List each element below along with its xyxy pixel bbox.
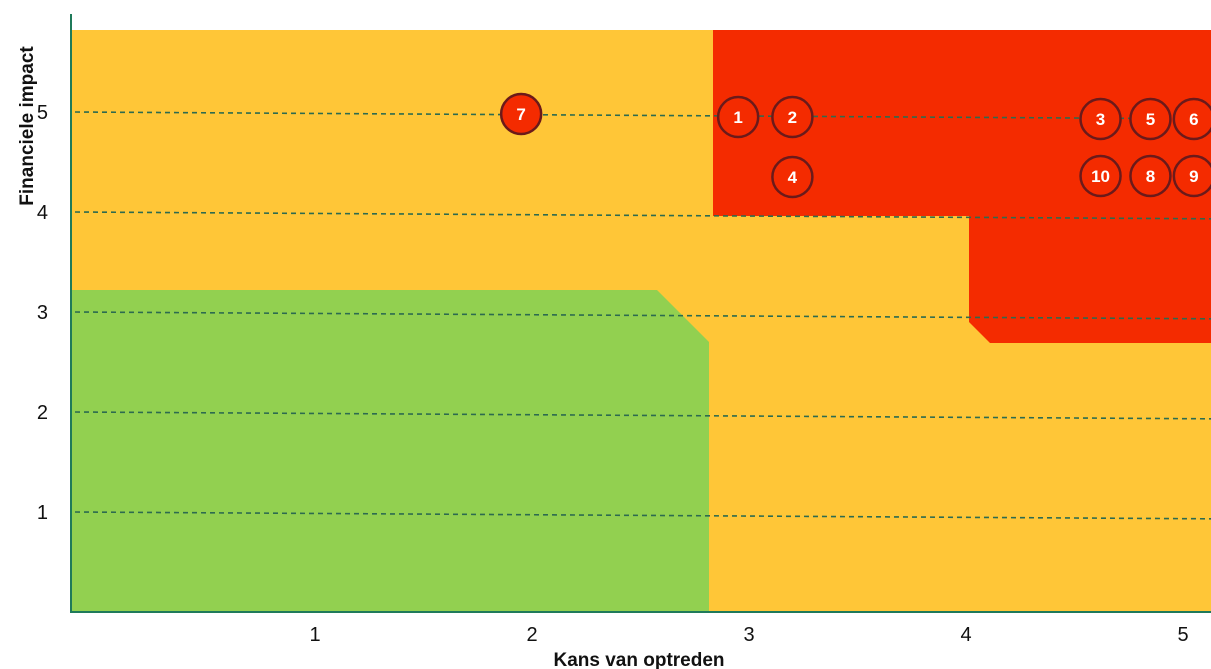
y-axis-title: Financiele impact bbox=[17, 46, 38, 206]
risk-marker-label-6: 6 bbox=[1189, 110, 1198, 129]
risk-marker-label-5: 5 bbox=[1146, 110, 1155, 129]
risk-marker-4 bbox=[771, 155, 814, 199]
risk-marker-8 bbox=[1129, 154, 1172, 198]
risk-marker-10 bbox=[1079, 154, 1122, 198]
risk-marker-5 bbox=[1129, 97, 1172, 141]
gridline-1 bbox=[74, 511, 1211, 520]
risk-marker-7 bbox=[499, 92, 543, 136]
x-tick-4: 4 bbox=[960, 624, 971, 646]
risk-marker-3 bbox=[1079, 97, 1122, 141]
gridline-4 bbox=[74, 211, 1211, 220]
y-tick-5: 5 bbox=[37, 102, 48, 124]
x-tick-labels: 1 2 3 4 5 bbox=[309, 624, 1188, 646]
x-tick-1: 1 bbox=[309, 624, 320, 646]
risk-marker-label-4: 4 bbox=[788, 168, 798, 187]
risk-marker-2 bbox=[771, 95, 814, 139]
gridline-2 bbox=[74, 411, 1211, 420]
risk-marker-label-7: 7 bbox=[516, 105, 525, 124]
risk-marker-label-9: 9 bbox=[1189, 167, 1198, 186]
y-tick-1: 1 bbox=[37, 502, 48, 524]
gridlines bbox=[74, 111, 1211, 520]
risk-marker-label-3: 3 bbox=[1096, 110, 1105, 129]
x-tick-5: 5 bbox=[1177, 624, 1188, 646]
risk-marker-9 bbox=[1172, 154, 1211, 198]
y-tick-3: 3 bbox=[37, 302, 48, 324]
x-tick-3: 3 bbox=[743, 624, 754, 646]
y-tick-4: 4 bbox=[37, 202, 48, 224]
risk-marker-label-10: 10 bbox=[1091, 167, 1110, 186]
gridline-5 bbox=[74, 111, 1211, 120]
risk-marker-label-2: 2 bbox=[788, 108, 797, 127]
risk-marker-6 bbox=[1172, 97, 1211, 141]
gridline-3 bbox=[74, 311, 1211, 320]
x-tick-2: 2 bbox=[526, 624, 537, 646]
y-tick-labels: 1 2 3 4 5 bbox=[37, 102, 48, 524]
y-tick-2: 2 bbox=[37, 402, 48, 424]
zone-green bbox=[72, 290, 709, 612]
x-axis-title: Kans van optreden bbox=[553, 650, 724, 669]
risk-markers: 1 2 4 7 3 5 6 10 8 9 bbox=[499, 92, 1211, 199]
axes bbox=[70, 14, 1211, 613]
risk-marker-label-1: 1 bbox=[733, 108, 742, 127]
risk-marker-label-8: 8 bbox=[1146, 167, 1155, 186]
risk-marker-1 bbox=[716, 95, 760, 139]
